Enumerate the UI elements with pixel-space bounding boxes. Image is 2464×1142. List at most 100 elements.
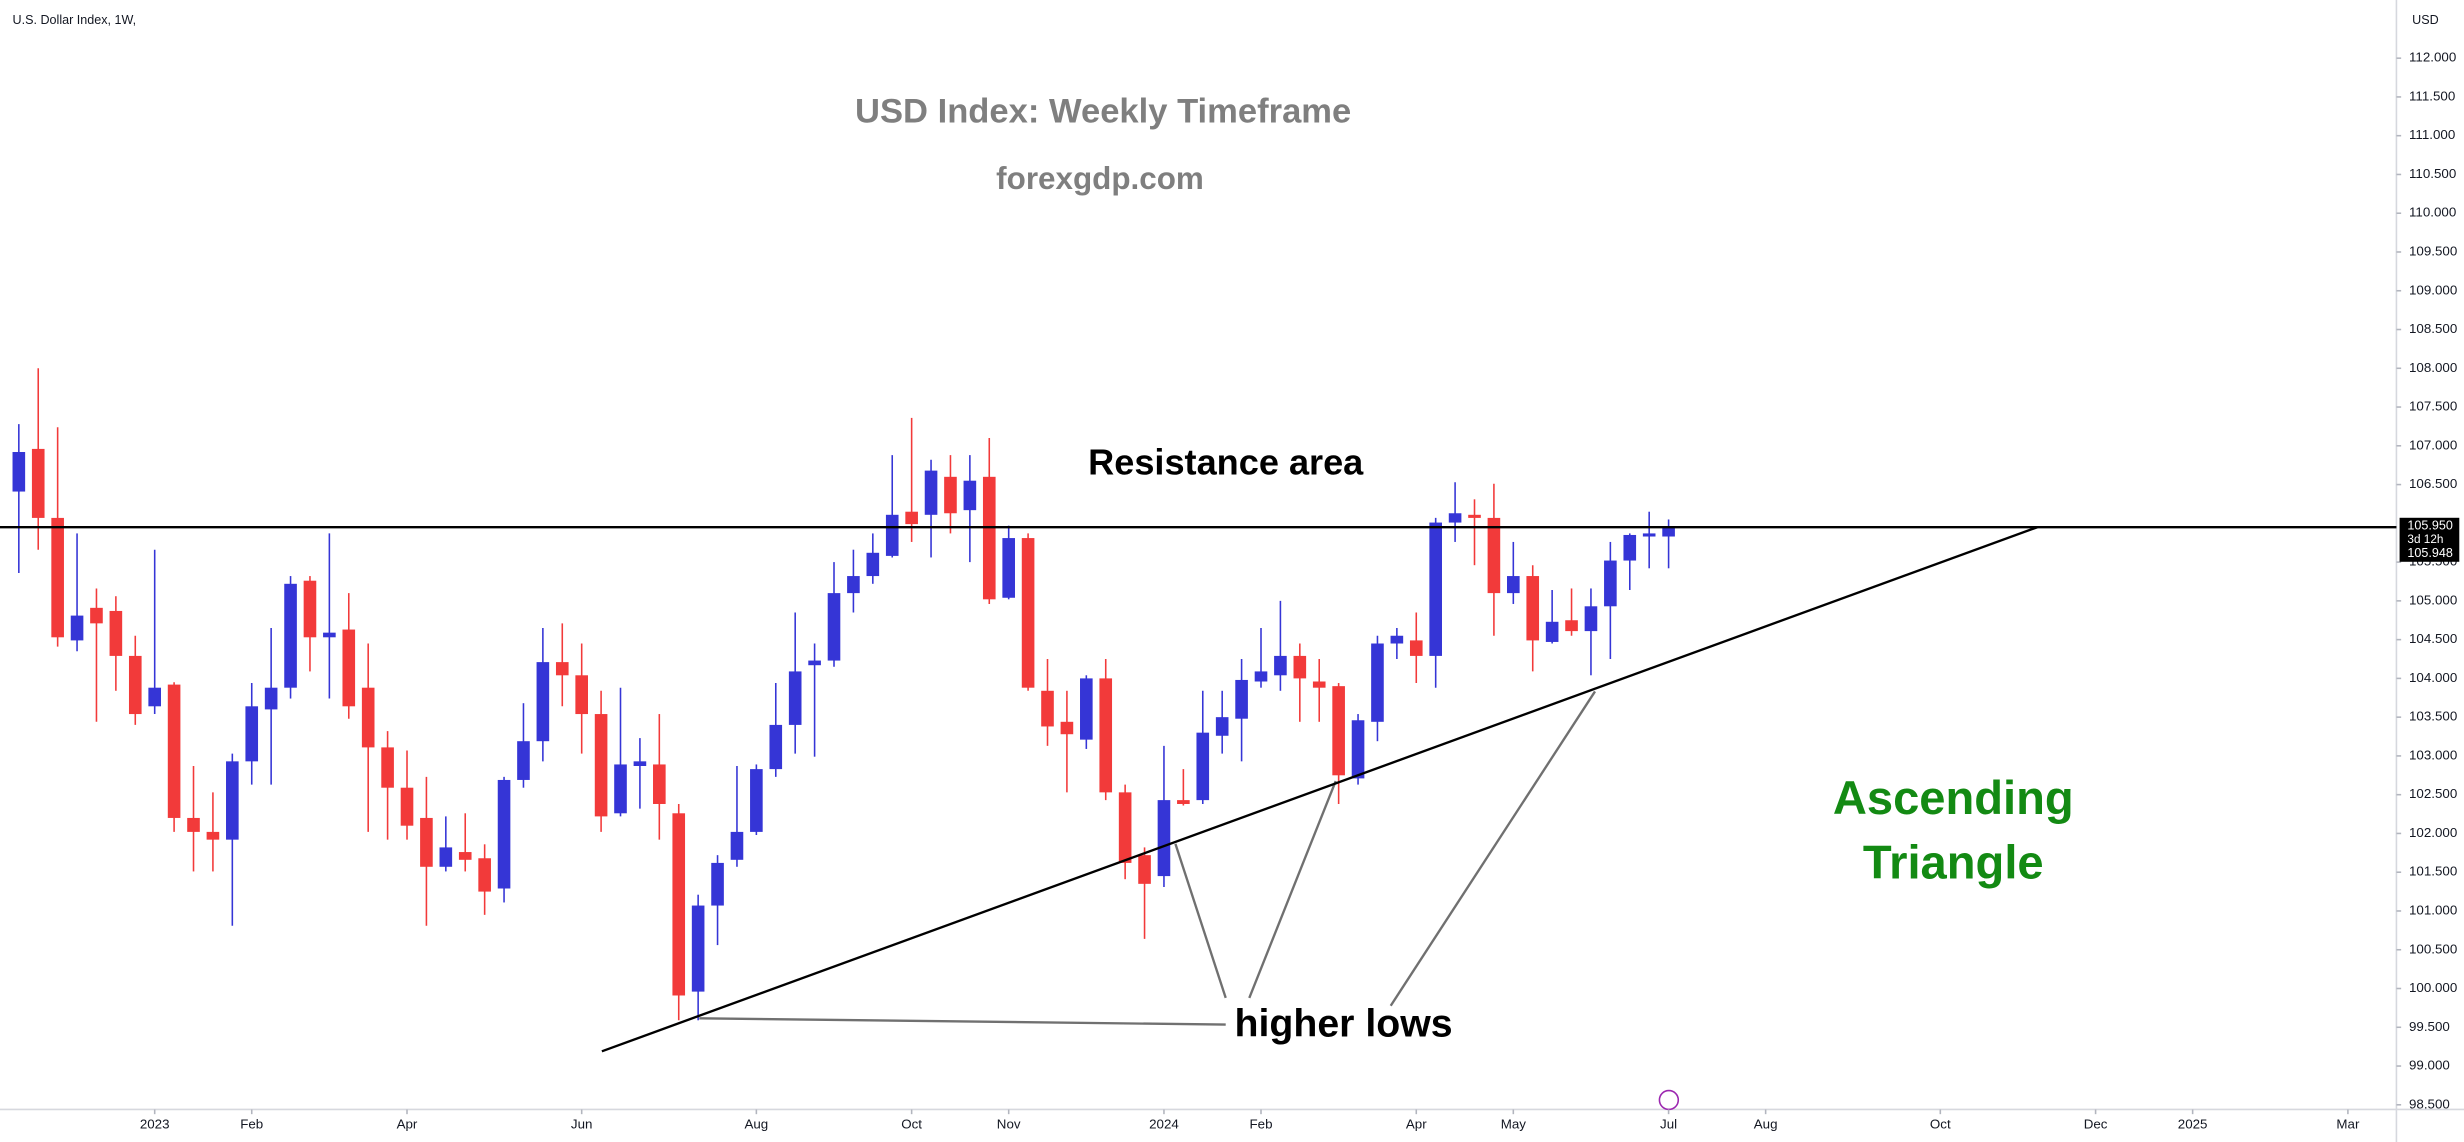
pointer-line [1174,843,1227,999]
y-tick-label: 101.500 [2409,864,2457,879]
y-tick-label: 108.500 [2409,321,2457,336]
candle-body [885,514,899,556]
pointer-line [699,1017,1226,1026]
candle-body [1507,576,1520,594]
x-tick-label: 2025 [2178,1117,2208,1132]
pattern-label: Triangle [1863,835,2044,888]
x-tick-label: Jun [571,1117,593,1132]
candle-body [1545,621,1559,642]
pattern-label: Ascending [1833,771,2074,824]
y-tick-label: 103.500 [2409,709,2457,724]
candle-body [148,687,161,707]
y-tick-label: 111.000 [2409,127,2455,142]
candle-body [90,607,103,624]
x-tick-label: Nov [997,1117,1021,1132]
y-tick-label: 109.500 [2409,244,2457,259]
candle-body [1448,513,1462,523]
candle-body [847,576,860,594]
candle-body [303,580,317,638]
candle-body [70,615,84,641]
candle-body [439,847,453,867]
candle-body [750,769,763,832]
candle-body [633,761,647,767]
x-tick-label: Oct [901,1117,922,1132]
x-tick-label: Apr [397,1117,418,1132]
y-tick-label: 105.000 [2409,592,2457,607]
candle-body [517,741,530,780]
price-box [2399,517,2460,562]
y-tick-label: 107.500 [2409,399,2457,414]
candle-body [458,852,472,860]
candle-body [730,831,744,860]
candle-body [1274,655,1287,676]
candle-body [653,764,666,804]
candle-body [478,858,491,892]
y-tick-label: 104.000 [2409,670,2457,685]
x-tick-label: Aug [1754,1117,1778,1132]
candle-body [1526,576,1540,641]
x-tick-label: Apr [1406,1117,1427,1132]
candle-body [31,448,45,518]
y-tick-label: 112.000 [2409,50,2456,65]
candle-body [1429,522,1442,656]
y-tick-label: 111.500 [2409,88,2455,103]
candle-body [1254,671,1268,682]
candle-body [963,480,977,511]
candle-body [1041,690,1054,727]
candle-body [905,511,918,525]
candle-body [1293,655,1307,679]
x-tick-label: Mar [2336,1117,2360,1132]
y-tick-label: 109.000 [2409,282,2457,297]
x-tick-label: 2024 [1149,1117,1179,1132]
x-tick-label: Jul [1660,1117,1677,1132]
candle-body [944,476,957,514]
x-tick-label: Oct [1930,1117,1951,1132]
candle-body [284,583,297,688]
candle-body [361,687,375,748]
candle-body [187,817,200,832]
candle-body [575,675,588,715]
y-tick-label: 100.000 [2409,980,2457,995]
candle-body [128,655,142,715]
candle-body [711,862,724,906]
candles [12,368,1675,1021]
currency-label: USD [2412,13,2439,27]
candle-body [1332,686,1345,776]
y-tick-label: 99.500 [2409,1019,2450,1034]
x-tick-label: Feb [240,1117,263,1132]
candle-body [1235,679,1248,719]
x-tick-label: Dec [2084,1117,2108,1132]
y-tick-label: 103.000 [2409,747,2457,762]
candle-body [1468,514,1481,518]
trend-line [601,526,2038,1053]
candle-body [323,632,336,638]
candle-body [924,470,938,515]
candle-body [1060,721,1074,735]
y-tick-label: 107.000 [2409,437,2457,452]
candle-body [1623,534,1637,561]
y-tick-label: 102.000 [2409,825,2457,840]
candle-body [614,764,627,814]
candle-body [420,817,433,867]
candle-body [1662,527,1675,537]
candle-body [808,660,821,666]
candle-body [1002,538,1015,598]
pointer-line [1248,780,1337,999]
candle-body [769,724,783,770]
candle-body [788,671,802,725]
candle-body [381,747,394,788]
candle-body [109,610,123,656]
candle-body [1409,640,1423,656]
y-tick-label: 102.500 [2409,786,2457,801]
candle-body [1312,681,1326,688]
candle-body [1390,635,1404,644]
pointer-line [1389,690,1596,1007]
candle-body [982,476,996,600]
candle-body [342,629,356,707]
x-tick-label: 2023 [140,1117,170,1132]
candle-body [555,662,569,676]
candle-body [1487,517,1501,594]
last-price: 105.950 [2407,519,2452,533]
